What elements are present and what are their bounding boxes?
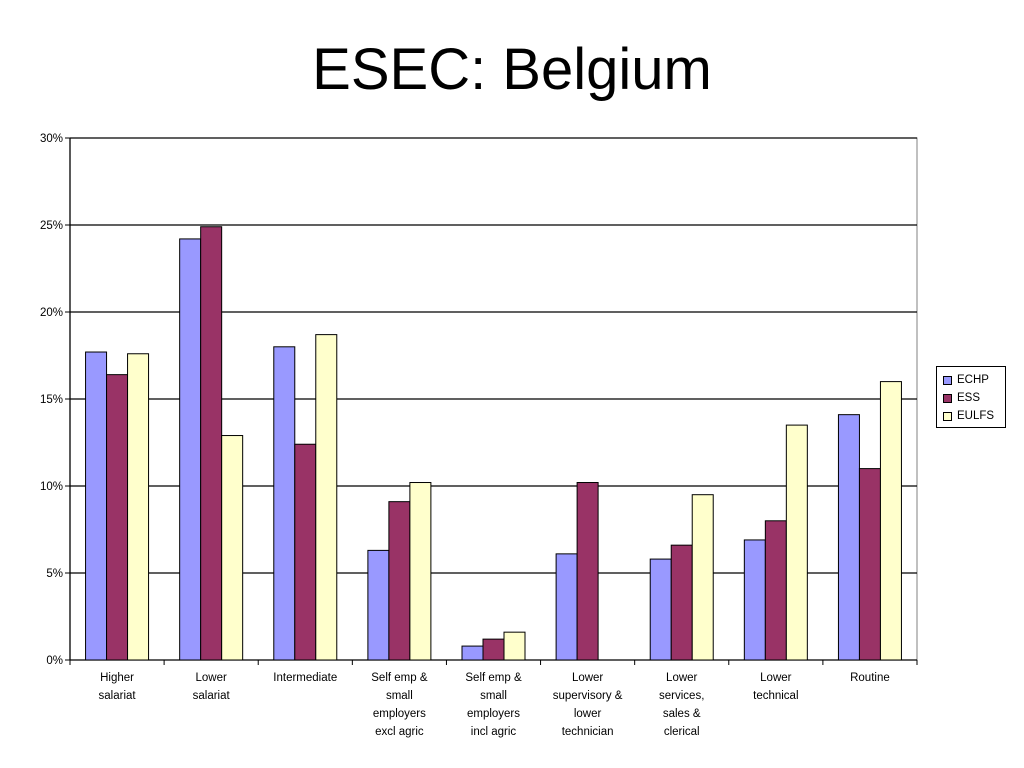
chart-legend: ECHP ESS EULFS <box>936 366 1006 428</box>
x-tick-label: Higher salariat <box>99 672 137 702</box>
bar-ess <box>670 544 693 661</box>
y-tick-label: 10% <box>40 481 63 493</box>
bar-ess <box>764 520 787 661</box>
x-tick-label: Lower services, sales & clerical <box>659 672 704 738</box>
legend-item-echp: ECHP <box>943 371 1005 389</box>
bar-eulfs <box>785 424 808 661</box>
bar-echp <box>367 549 390 661</box>
y-tick-label: 0% <box>46 655 63 667</box>
y-tick-label: 20% <box>40 307 63 319</box>
bar-echp <box>837 414 860 661</box>
y-tick-label: 15% <box>40 394 63 406</box>
legend-swatch-eulfs <box>943 411 952 421</box>
bar-echp <box>85 351 108 661</box>
bar-echp <box>273 346 296 661</box>
legend-swatch-echp <box>943 375 952 385</box>
y-tick-label: 30% <box>40 133 63 145</box>
x-tick-label: Lower technical <box>753 672 798 702</box>
y-tick-label: 25% <box>40 220 63 232</box>
legend-swatch-ess <box>943 393 952 403</box>
bar-ess <box>294 443 317 661</box>
bar-ess <box>858 468 881 661</box>
x-tick-label: Intermediate <box>273 672 337 684</box>
bar-echp <box>555 553 578 661</box>
y-tick-label: 5% <box>46 568 63 580</box>
chart-title: ESEC: Belgium <box>312 37 712 102</box>
bar-ess <box>200 226 223 661</box>
bar-ess <box>576 482 599 661</box>
bar-eulfs <box>221 435 244 661</box>
bar-ess <box>388 501 411 661</box>
bar-eulfs <box>691 494 714 661</box>
x-tick-label: Lower salariat <box>193 672 231 702</box>
x-tick-label: Self emp & small employers excl agric <box>371 672 428 738</box>
bar-eulfs <box>409 482 432 661</box>
legend-label-eulfs: EULFS <box>957 410 995 422</box>
legend-label-ess: ESS <box>957 392 981 404</box>
bar-eulfs <box>315 334 338 661</box>
x-tick-label: Routine <box>850 672 890 684</box>
legend-label-echp: ECHP <box>957 374 989 386</box>
legend-item-ess: ESS <box>943 389 1005 407</box>
x-tick-label: Lower supervisory & lower technician <box>553 672 623 738</box>
bar-eulfs <box>503 631 526 661</box>
bar-eulfs <box>127 353 150 661</box>
bar-echp <box>743 539 766 661</box>
x-tick-label: Self emp & small employers incl agric <box>465 672 522 738</box>
bar-ess <box>106 374 129 661</box>
bar-echp <box>649 558 672 661</box>
bar-eulfs <box>879 381 902 661</box>
bar-ess <box>482 638 505 661</box>
bar-echp <box>461 645 484 661</box>
legend-item-eulfs: EULFS <box>943 407 1005 425</box>
bar-echp <box>179 238 202 661</box>
